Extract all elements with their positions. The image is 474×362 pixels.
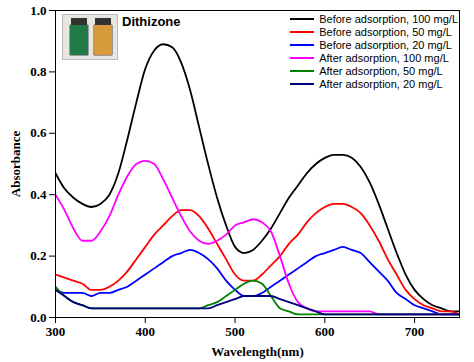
svg-text:0.6: 0.6 bbox=[30, 125, 47, 140]
svg-text:0.8: 0.8 bbox=[30, 64, 47, 79]
svg-text:500: 500 bbox=[225, 324, 245, 339]
svg-text:0.2: 0.2 bbox=[30, 248, 46, 263]
svg-text:1.0: 1.0 bbox=[30, 3, 46, 18]
svg-text:Wavelength(nm): Wavelength(nm) bbox=[211, 344, 303, 359]
html-text:Dithizone: Dithizone bbox=[122, 14, 181, 29]
svg-text:400: 400 bbox=[136, 324, 156, 339]
html-text:After adsorption, 20 mg/L: After adsorption, 20 mg/L bbox=[319, 77, 443, 90]
svg-text:Absorbance: Absorbance bbox=[8, 131, 23, 198]
svg-text:300: 300 bbox=[46, 324, 66, 339]
svg-text:600: 600 bbox=[315, 324, 335, 339]
svg-text:0.0: 0.0 bbox=[30, 310, 46, 325]
html-text:Before adsorption, 50 mg/L: Before adsorption, 50 mg/L bbox=[319, 25, 452, 38]
svg-text:0.4: 0.4 bbox=[30, 187, 47, 202]
html-text:Before adsorption, 20 mg/L: Before adsorption, 20 mg/L bbox=[319, 38, 452, 51]
svg-text:700: 700 bbox=[405, 324, 425, 339]
html-text:After adsorption, 100 mg/L: After adsorption, 100 mg/L bbox=[319, 51, 449, 64]
html-text:Before adsorption, 100 mg/L: Before adsorption, 100 mg/L bbox=[319, 12, 458, 25]
html-text:After adsorption, 50 mg/L: After adsorption, 50 mg/L bbox=[319, 64, 443, 77]
